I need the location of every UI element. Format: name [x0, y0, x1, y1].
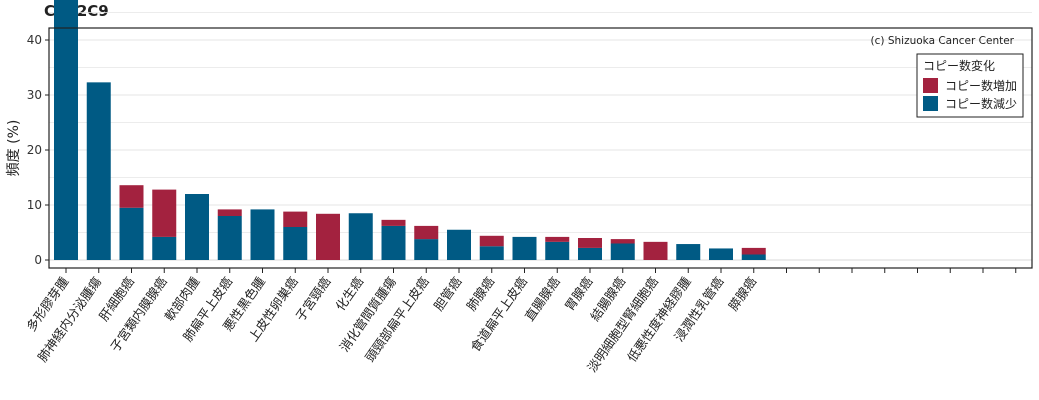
bar-gain [283, 211, 308, 227]
grid-layer [49, 12, 1032, 261]
legend-label: コピー数増加 [945, 78, 1017, 93]
bar-loss [709, 248, 733, 260]
bar-loss [86, 82, 111, 260]
x-tick-label: 膵腺癌 [725, 274, 759, 313]
bar-loss [381, 225, 406, 260]
y-tick-label: 0 [34, 253, 42, 267]
plot-frame [48, 27, 1033, 269]
bar-loss [447, 229, 471, 260]
bar-loss [250, 209, 275, 260]
bar-loss [348, 213, 373, 260]
legend-swatch [923, 96, 938, 111]
bar-gain [479, 235, 504, 247]
x-axis: 多形膠芽腫肺神経内分泌腫瘍肝細胞癌子宮類内膜腺癌軟部肉腫肺扁平上皮癌悪性黒色腫上… [23, 268, 1017, 375]
x-tick-label: 肺腺癌 [463, 274, 497, 313]
bar-loss [119, 207, 144, 260]
y-axis: 0102030405060 [27, 33, 49, 267]
y-tick-label: 30 [27, 88, 42, 102]
y-tick-label: 40 [27, 33, 42, 47]
bar-gain [316, 213, 340, 260]
bar-loss [578, 247, 602, 260]
bar-gain [610, 239, 635, 244]
bar-loss [185, 194, 209, 260]
bar-loss [741, 254, 766, 260]
bar-loss [610, 243, 635, 260]
x-tick-label: 胃腺癌 [562, 274, 596, 313]
bar-layer [54, 0, 766, 260]
legend-title: コピー数変化 [923, 58, 995, 73]
bar-loss [217, 216, 242, 260]
bar-loss [152, 236, 177, 260]
bar-loss [545, 241, 570, 260]
bar-loss [54, 0, 78, 260]
y-tick-label: 20 [27, 143, 42, 157]
legend-swatch [923, 78, 938, 93]
legend-label: コピー数減少 [945, 96, 1017, 111]
bar-gain [152, 189, 177, 237]
bar-gain [578, 238, 602, 248]
bar-gain [643, 241, 668, 260]
bar-gain [217, 209, 242, 216]
bar-loss [414, 239, 439, 260]
y-axis-label: 頻度 (%) [6, 120, 22, 177]
bar-gain [414, 225, 439, 240]
credit-text: (c) Shizuoka Cancer Center [871, 35, 1015, 47]
bar-gain [741, 247, 766, 255]
x-tick-label: 胆管癌 [431, 274, 465, 313]
bar-loss [283, 227, 308, 260]
bar-gain [381, 219, 406, 226]
bar-loss [512, 236, 537, 260]
bar-gain [119, 185, 144, 208]
bar-gain [545, 236, 570, 242]
x-tick-label: 化生癌 [332, 274, 366, 313]
bar-loss [676, 244, 701, 260]
y-tick-label: 10 [27, 198, 42, 212]
bar-loss [479, 246, 504, 260]
